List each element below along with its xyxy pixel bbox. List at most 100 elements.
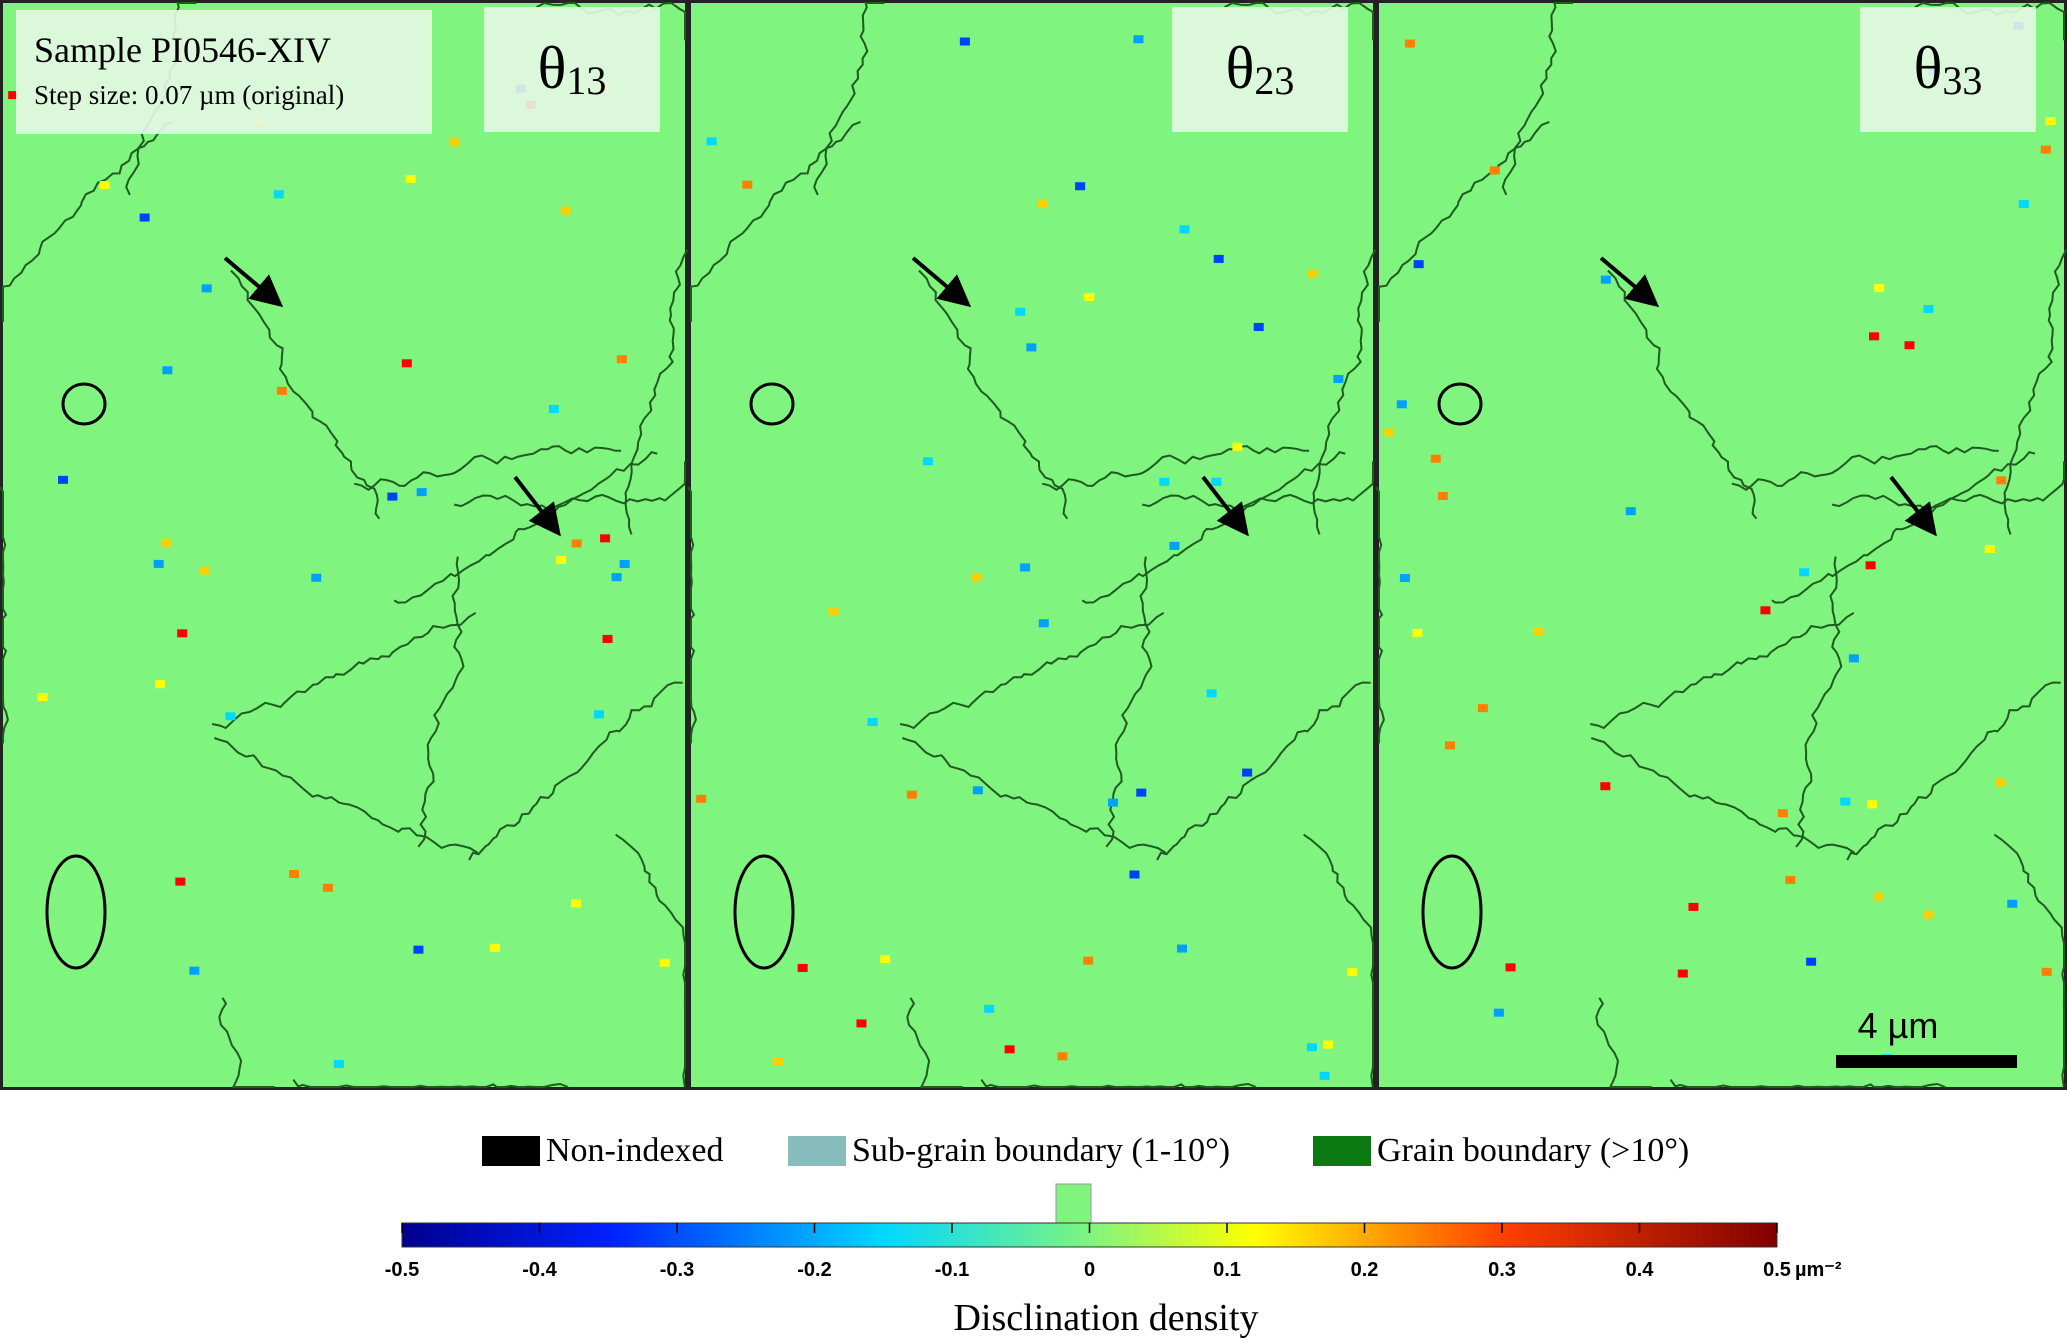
density-spot — [1136, 788, 1147, 797]
grain-boundary — [615, 833, 686, 1088]
density-spot — [1413, 260, 1424, 269]
arrow — [513, 475, 561, 537]
grain-boundary — [1105, 556, 1153, 848]
density-spot — [1206, 689, 1217, 698]
density-spot — [1347, 968, 1358, 977]
density-spot — [401, 359, 412, 368]
density-spot — [1084, 293, 1095, 302]
arrow — [1889, 475, 1937, 537]
density-spot — [959, 37, 970, 46]
density-spot — [1075, 182, 1086, 191]
density-spot — [1026, 343, 1037, 352]
colorbar-unit: µm⁻² — [1795, 1259, 1842, 1281]
grain-boundary — [918, 269, 1069, 520]
density-spot — [706, 137, 717, 146]
density-spot — [1760, 606, 1771, 615]
density-spot — [571, 899, 582, 908]
grain-boundary — [417, 556, 465, 848]
grain-boundary — [906, 997, 963, 1088]
density-spot — [189, 966, 200, 975]
colorbar-tick-label: -0.4 — [522, 1259, 557, 1281]
density-spot — [1057, 1052, 1068, 1061]
density-spot — [276, 386, 287, 395]
density-spot — [311, 573, 322, 582]
density-spot — [1493, 1008, 1504, 1017]
grain-boundary — [1589, 611, 1855, 730]
colorbar-tick-label: -0.2 — [797, 1259, 831, 1281]
grain-boundary — [353, 445, 622, 492]
density-spot — [413, 945, 424, 954]
density-spot — [571, 539, 582, 548]
density-spot — [139, 213, 150, 222]
density-spot — [1600, 275, 1611, 284]
zero-marker — [1055, 1183, 1092, 1224]
density-spot — [619, 559, 630, 568]
density-spot — [548, 404, 559, 413]
density-spot — [611, 573, 622, 582]
density-spot — [1873, 892, 1884, 901]
density-spot — [1015, 307, 1026, 316]
panel-index: 23 — [1254, 58, 1294, 103]
density-spot — [602, 634, 613, 643]
density-spot — [867, 718, 878, 727]
density-spot — [1489, 166, 1500, 175]
density-spot — [1020, 563, 1031, 572]
grain-boundary — [214, 737, 479, 854]
density-spot — [1785, 876, 1796, 885]
map-panel: θ23 — [687, 0, 1377, 1090]
map-panel: θ33 — [1375, 0, 2067, 1090]
grain-boundary — [1303, 833, 1374, 1088]
legend-label: Non-indexed — [546, 1132, 724, 1169]
density-spot — [225, 712, 236, 721]
grain-boundary — [1993, 833, 2065, 1088]
density-spot — [1129, 870, 1140, 879]
density-spot — [1412, 628, 1423, 637]
density-spot — [201, 284, 212, 293]
grain-boundary — [813, 2, 885, 196]
density-spot — [154, 680, 165, 689]
step-size: Step size: 0.07 µm (original) — [34, 80, 344, 110]
grain-boundary — [624, 248, 689, 535]
density-spot — [696, 794, 707, 803]
colorbar-ticks: -0.5 -0.4 -0.3 -0.2 -0.1 0 0.1 0.2 0.3 0.4 0.5 µm⁻² — [385, 1223, 1842, 1281]
density-spot — [1333, 374, 1344, 383]
label-box — [1860, 7, 2036, 132]
density-spot — [1319, 1071, 1330, 1080]
sample-name: Sample PI0546-XIV — [34, 30, 331, 70]
density-spot — [1307, 269, 1318, 278]
grain-boundary — [1595, 997, 1652, 1088]
density-spot — [416, 488, 427, 497]
colorbar-tick-label: 0 — [1084, 1259, 1095, 1281]
grain-boundary — [1141, 461, 1374, 512]
density-spot — [1038, 619, 1049, 628]
arrow — [1201, 475, 1249, 537]
density-spot — [1874, 284, 1885, 293]
density-spot — [8, 91, 19, 100]
density-spot — [742, 180, 753, 189]
density-spot — [322, 883, 333, 892]
density-spot — [289, 870, 300, 879]
density-spot — [880, 955, 891, 964]
colorbar-tick-label: -0.3 — [660, 1259, 694, 1281]
density-spot — [333, 1060, 344, 1069]
colorbar-tick-label: -0.1 — [935, 1259, 969, 1281]
density-spot — [1625, 507, 1636, 516]
grain-boundary — [1831, 461, 2065, 512]
density-spot — [1322, 1040, 1333, 1049]
arrow — [911, 256, 972, 308]
sample-box: Sample PI0546-XIV Step size: 0.07 µm (or… — [16, 10, 432, 134]
grain-boundary — [230, 269, 381, 520]
density-spot — [2018, 199, 2029, 208]
colorbar-tick-label: 0.2 — [1351, 1259, 1379, 1281]
map-background — [688, 0, 1376, 1090]
density-spot — [162, 366, 173, 375]
density-spot — [1396, 400, 1407, 409]
density-spot — [1232, 442, 1243, 451]
density-spot — [1869, 332, 1880, 341]
density-spot — [1840, 797, 1851, 806]
grain-boundary — [690, 120, 861, 322]
legend-swatch — [1313, 1136, 1371, 1166]
density-spot — [1677, 969, 1688, 978]
grain-boundary — [292, 1079, 569, 1089]
scale-bar — [1836, 1055, 2017, 1068]
